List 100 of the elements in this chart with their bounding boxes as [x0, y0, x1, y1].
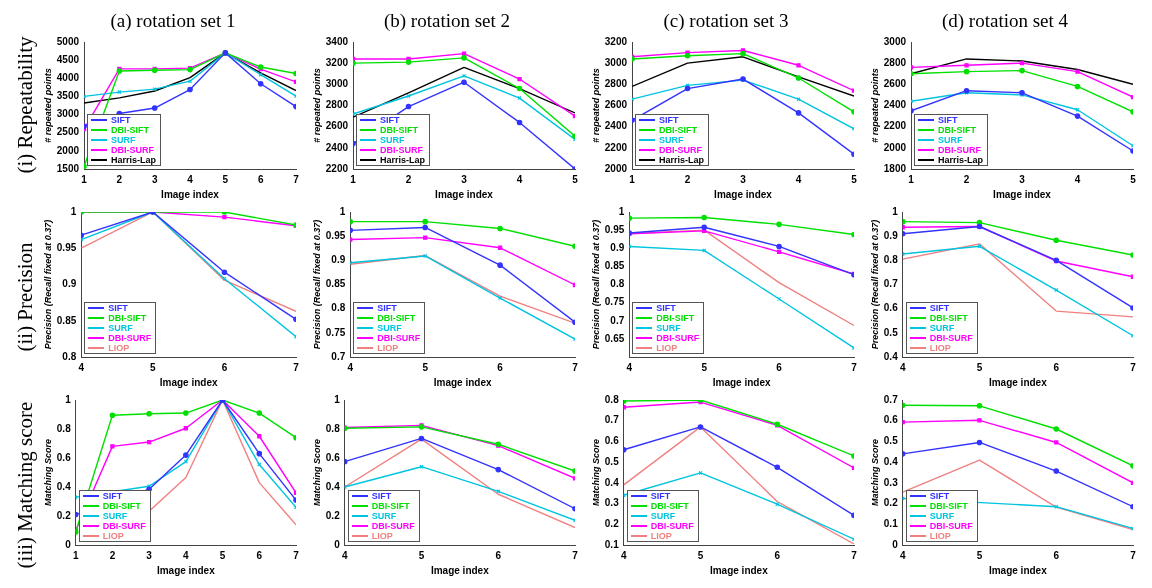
x-tick-label: 5 [422, 361, 429, 373]
y-tick-label: 4500 [56, 53, 80, 65]
y-tick-label: 2500 [56, 126, 80, 138]
legend-label: SURF [650, 511, 676, 521]
legend-label: SIFT [656, 303, 676, 313]
y-tick-label: 0.1 [883, 518, 899, 530]
x-tick-label: 4 [187, 173, 194, 185]
legend-label: SURF [659, 135, 684, 145]
x-tick-label: 2 [405, 173, 412, 185]
y-tick-label: 0 [65, 538, 72, 550]
y-tick-label: 0.95 [56, 242, 77, 253]
x-tick-label: 5 [1130, 173, 1137, 185]
y-tick-label: 0.9 [331, 254, 346, 266]
legend-label: DBI-SIFT [938, 125, 977, 135]
y-tick-label: 2600 [883, 78, 907, 90]
legend-label: LIOP [656, 343, 678, 353]
legend-label: DBI-SIFT [929, 313, 968, 323]
legend-label: Harris-Lap [380, 155, 426, 165]
y-tick-label: 0.95 [604, 223, 625, 235]
x-axis-title: Image index [433, 376, 492, 388]
x-tick-label: 4 [516, 173, 523, 185]
legend-label: DBI-SURF [377, 333, 421, 343]
legend-label: DBI-SURF [111, 145, 155, 155]
legend-label: SURF [371, 511, 397, 521]
legend-label: Harris-Lap [659, 155, 705, 165]
legend-label: Harris-Lap [938, 155, 984, 165]
x-tick-label: 4 [1074, 173, 1081, 185]
legend-label: SIFT [650, 491, 671, 501]
x-tick-label: 2 [116, 173, 123, 185]
y-tick-label: 0.6 [883, 414, 899, 426]
y-tick-label: 0.2 [883, 497, 899, 509]
x-tick-label: 7 [851, 361, 858, 373]
x-tick-label: 7 [293, 173, 300, 185]
x-axis-title: Image index [712, 376, 771, 388]
x-tick-label: 5 [851, 173, 858, 185]
x-axis-title: Image index [161, 188, 220, 200]
x-tick-label: 5 [150, 361, 157, 373]
legend-label: SIFT [111, 115, 131, 125]
x-tick-label: 4 [626, 361, 633, 373]
y-tick-label: 0.2 [325, 509, 341, 521]
y-tick-label: 0.95 [325, 229, 346, 241]
legend-label: LIOP [108, 343, 130, 353]
y-tick-label: 0.8 [325, 422, 341, 434]
x-tick-label: 2 [109, 549, 116, 561]
y-tick-label: 5000 [56, 35, 80, 47]
chart-title: (c) rotation set 3 [662, 9, 790, 33]
y-tick-label: 0.8 [331, 302, 346, 314]
legend-label: DBI-SIFT [929, 501, 968, 511]
legend-label: DBI-SIFT [111, 125, 150, 135]
y-tick-label: 0.8 [62, 350, 77, 362]
y-tick-label: 0.3 [604, 497, 620, 509]
legend-label: SURF [377, 323, 402, 333]
x-tick-label: 4 [620, 549, 627, 561]
y-tick-label: 2800 [325, 99, 349, 111]
chart-title: (d) rotation set 4 [940, 9, 1070, 33]
x-tick-label: 6 [1053, 549, 1060, 561]
y-tick-label: 0.6 [883, 302, 899, 314]
y-axis-title: Matching Score [869, 438, 880, 507]
y-tick-label: 0.85 [325, 278, 346, 290]
x-tick-label: 5 [222, 173, 229, 185]
y-tick-label: 3400 [325, 35, 349, 47]
y-tick-label: 3000 [325, 78, 349, 90]
y-axis-title: # repeated points [590, 68, 601, 143]
x-tick-label: 6 [221, 361, 228, 373]
y-tick-label: 0.3 [883, 476, 899, 488]
y-tick-label: 1 [70, 205, 77, 217]
legend-label: SIFT [102, 491, 123, 501]
legend-label: DBI-SURF [659, 145, 703, 155]
x-axis-title: Image index [435, 188, 494, 200]
y-axis-title: Precision (Recall fixed at 0.37) [869, 219, 880, 350]
y-tick-label: 0.7 [883, 393, 899, 405]
legend-label: DBI-SIFT [659, 125, 698, 135]
legend-label: DBI-SURF [938, 145, 982, 155]
y-tick-label: 2400 [883, 99, 907, 111]
y-tick-label: 0.85 [604, 260, 625, 272]
y-tick-label: 2800 [883, 56, 907, 68]
y-axis-title: Matching Score [42, 438, 53, 507]
legend-label: DBI-SIFT [377, 313, 416, 323]
legend-label: SIFT [929, 491, 950, 501]
x-tick-label: 6 [776, 361, 783, 373]
y-tick-label: 0.65 [604, 332, 625, 344]
y-axis-title: Matching Score [590, 438, 601, 507]
x-tick-label: 4 [347, 361, 354, 373]
x-tick-label: 7 [572, 361, 579, 373]
x-tick-label: 7 [851, 549, 858, 561]
y-tick-label: 0.7 [604, 414, 620, 426]
x-tick-label: 6 [256, 549, 263, 561]
y-tick-label: 0.8 [604, 393, 620, 405]
x-tick-label: 3 [740, 173, 747, 185]
y-tick-label: 3000 [883, 35, 907, 47]
y-tick-label: 3200 [325, 56, 349, 68]
x-tick-label: 4 [341, 549, 348, 561]
y-tick-label: 0.9 [883, 229, 899, 241]
x-axis-title: Image index [159, 376, 218, 388]
y-tick-label: 0.9 [610, 242, 625, 253]
x-axis-title: Image index [156, 564, 216, 576]
legend-label: Harris-Lap [111, 155, 157, 165]
x-tick-label: 2 [963, 173, 970, 185]
x-tick-label: 5 [976, 361, 983, 373]
y-tick-label: 0 [334, 538, 341, 550]
